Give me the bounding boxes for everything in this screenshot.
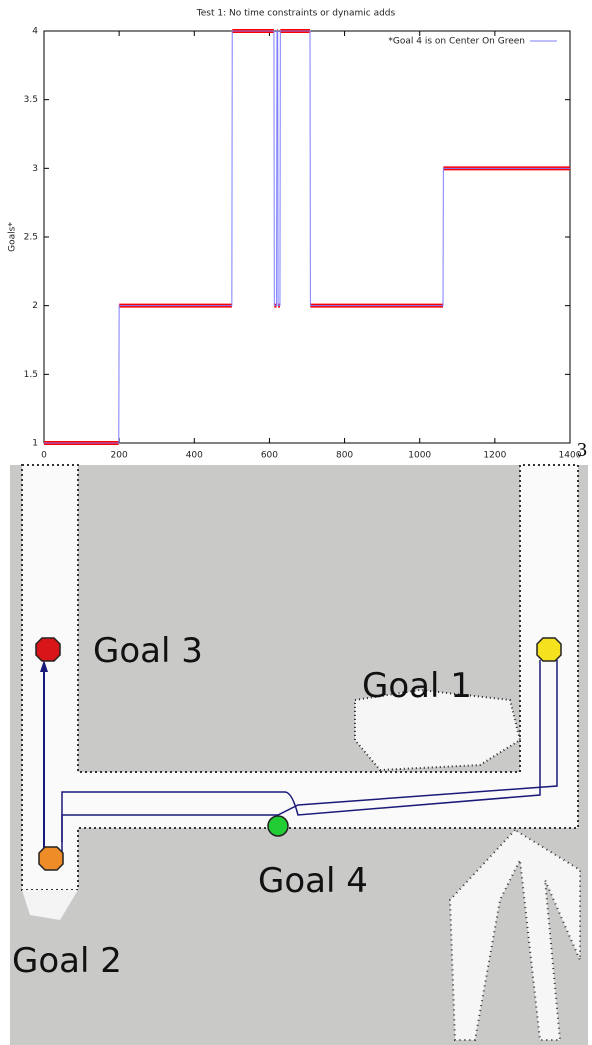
y-tick-label: 1.5 <box>24 370 38 380</box>
plot-frame <box>44 31 570 443</box>
goal-label: Goal 1 <box>362 666 472 706</box>
chart: Test 1: No time constraints or dynamic a… <box>8 9 582 461</box>
map: Goal 3 Goal 1 Goal 4 Goal 2 <box>10 465 588 1045</box>
goal-3-marker <box>36 638 60 661</box>
figure: Test 1: No time constraints or dynamic a… <box>0 0 592 1045</box>
x-tick-label: 0 <box>41 451 47 461</box>
goal-label: Goal 3 <box>93 631 203 671</box>
y-tick-label: 2.5 <box>24 233 38 243</box>
y-tick-label: 2 <box>32 301 38 311</box>
y-tick-label: 1 <box>32 439 38 449</box>
y-tick-label: 3 <box>32 164 38 174</box>
x-tick-label: 200 <box>111 451 128 461</box>
x-tick-label: 400 <box>186 451 203 461</box>
series-line <box>44 31 570 443</box>
y-tick-label: 3.5 <box>24 95 38 105</box>
goal-4-marker <box>268 816 288 836</box>
stray-label: 3 <box>577 439 587 461</box>
legend-label: *Goal 4 is on Center On Green <box>388 37 525 47</box>
x-tick-label: 800 <box>336 451 353 461</box>
x-tick-label: 1200 <box>483 451 506 461</box>
y-axis-label: Goals* <box>8 222 18 252</box>
goal-label: Goal 4 <box>258 861 368 901</box>
x-tick-label: 600 <box>261 451 278 461</box>
goal-2-marker <box>39 847 63 870</box>
chart-title: Test 1: No time constraints or dynamic a… <box>196 9 396 19</box>
goal-label: Goal 2 <box>12 941 122 981</box>
goal-1-marker <box>537 638 561 661</box>
y-tick-label: 4 <box>32 27 38 37</box>
x-tick-label: 1000 <box>408 451 431 461</box>
